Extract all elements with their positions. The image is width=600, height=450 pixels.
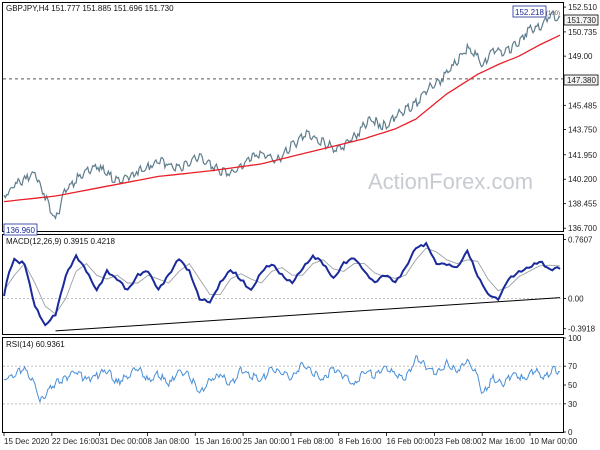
time-axis-label: 15 Jan 16:00 — [195, 437, 242, 446]
macd-axis-label: -0.3918 — [568, 325, 596, 334]
rsi-axis-label: 0 — [568, 428, 573, 437]
price-axis-label: 138.455 — [568, 200, 597, 209]
current-price-tag-label: 151.730 — [567, 16, 596, 25]
rsi-axis: 100 70 50 30 0 — [563, 334, 582, 437]
time-axis-label: 22 Dec 16:00 — [52, 437, 100, 446]
rsi-axis-label: 30 — [568, 400, 577, 409]
chart-header: GBPJPY,H4 151.777 151.885 151.696 151.73… — [6, 4, 174, 13]
macd-axis-label: 0.00 — [568, 294, 584, 303]
high-price-tag-label: 152.218 — [515, 8, 544, 17]
rsi-label: RSI(14) 60.9361 — [6, 340, 65, 349]
level-price-tag: 147.380 — [563, 74, 599, 86]
price-axis: 152.510 150.735 149.00 147.380 145.485 143.75… — [563, 3, 597, 233]
macd-trendline — [55, 297, 561, 332]
rsi-axis-label: 50 — [568, 381, 577, 390]
time-axis-label: 8 Feb 16:00 — [339, 437, 382, 446]
time-axis-label: 1 Feb 08:00 — [291, 437, 334, 446]
level-price-tag-label: 147.380 — [567, 76, 596, 85]
current-price-tag: 151.730 — [563, 14, 599, 26]
macd-panel-frame — [2, 234, 564, 335]
watermark: ActionForex.com — [368, 169, 533, 194]
macd-line — [3, 241, 561, 327]
time-axis-label: 8 Jan 08:00 — [147, 437, 189, 446]
high-price-tag-suffix: (100) — [546, 11, 560, 17]
moving-average-line — [3, 34, 561, 203]
time-axis-label: 23 Feb 08:00 — [434, 437, 482, 446]
time-axis-label: 25 Jan 00:00 — [243, 437, 290, 446]
macd-signal-line — [3, 247, 561, 315]
low-price-tag-box — [3, 223, 38, 236]
price-axis-label: 145.485 — [568, 101, 597, 110]
high-price-tag-box — [512, 5, 547, 18]
price-axis-label: 152.510 — [568, 3, 597, 12]
time-axis-label: 16 Feb 00:00 — [387, 437, 435, 446]
rsi-axis-label: 100 — [568, 334, 582, 343]
price-line — [3, 11, 561, 221]
rsi-line — [3, 355, 561, 404]
time-axis-label: 10 Mar 00:00 — [530, 437, 578, 446]
price-axis-label: 150.735 — [568, 28, 597, 37]
time-axis-label: 15 Dec 2020 — [4, 437, 50, 446]
high-price-tag: 152.218 (100) — [512, 5, 560, 18]
price-axis-label: 136.700 — [568, 224, 597, 233]
macd-axis-label: 0.7607 — [568, 236, 593, 245]
price-axis-label: 149.00 — [568, 52, 593, 61]
low-price-tag-label: 136.960 — [6, 226, 35, 235]
current-price-tag-box — [563, 14, 599, 26]
macd-axis: 0.7607 0.00 -0.3918 — [563, 236, 596, 334]
price-axis-label: 143.750 — [568, 126, 597, 135]
low-price-tag: 136.960 — [3, 223, 38, 236]
price-axis-label: 141.950 — [568, 151, 597, 160]
time-axis-label: 31 Dec 00:00 — [100, 437, 148, 446]
macd-label: MACD(12,26,9) 0.3915 0.4218 — [6, 237, 116, 246]
price-panel-frame — [2, 2, 564, 232]
rsi-axis-label: 70 — [568, 362, 577, 371]
level-price-tag-box — [563, 74, 599, 86]
time-axis-label: 2 Mar 16:00 — [482, 437, 525, 446]
time-axis: 15 Dec 2020 22 Dec 16:00 31 Dec 00:00 8 Jan… — [3, 432, 578, 446]
price-axis-label: 140.200 — [568, 175, 597, 184]
